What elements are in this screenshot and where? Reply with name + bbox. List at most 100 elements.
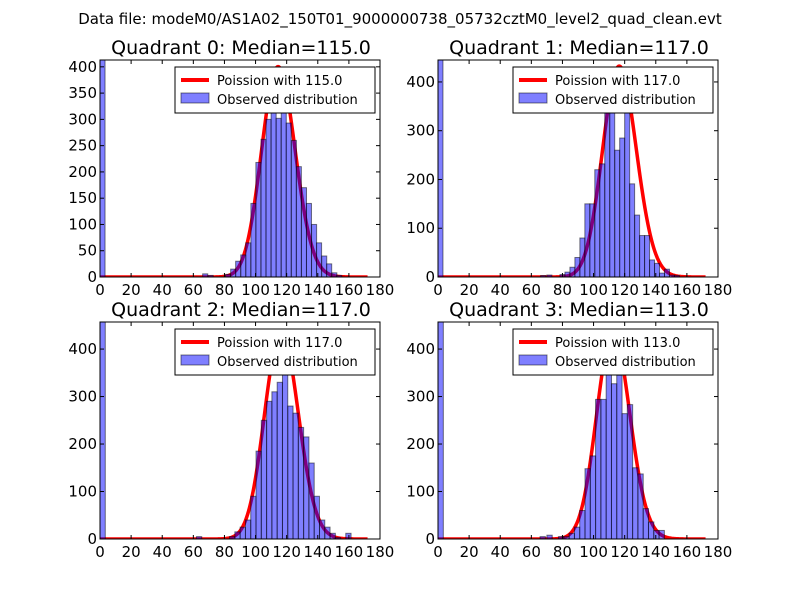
histogram-bar bbox=[634, 214, 641, 277]
y-tick-label: 100 bbox=[406, 483, 435, 501]
histogram-bar bbox=[642, 508, 650, 539]
histogram-bar bbox=[595, 398, 602, 539]
histogram-bar bbox=[271, 391, 278, 539]
x-tick-label: 120 bbox=[272, 543, 301, 561]
histogram-bar bbox=[584, 203, 591, 277]
histogram-bar bbox=[265, 118, 272, 277]
y-tick-label: 350 bbox=[68, 84, 97, 102]
x-tick-label: 60 bbox=[184, 281, 203, 299]
y-tick-label: 200 bbox=[406, 435, 435, 453]
histogram-bar bbox=[326, 263, 333, 277]
histogram-bar bbox=[270, 109, 277, 277]
histogram-bar bbox=[589, 203, 596, 277]
histogram-bar bbox=[579, 510, 586, 539]
axes-frame bbox=[99, 321, 381, 540]
x-tick-label: 80 bbox=[215, 543, 234, 561]
histogram-bar bbox=[235, 260, 242, 277]
y-tick-label: 300 bbox=[406, 122, 435, 140]
histogram-bar bbox=[329, 532, 336, 539]
subplot-quadrant-3: 0 20 40 60 80 100 120 140 160 1800100200300400Qua… bbox=[406, 299, 732, 561]
histogram-bar bbox=[610, 383, 618, 539]
histogram-bar bbox=[303, 436, 310, 539]
histogram-bar bbox=[334, 537, 342, 539]
x-tick-label: 40 bbox=[153, 543, 172, 561]
y-tick-label: 300 bbox=[68, 388, 97, 406]
y-tick-label: 100 bbox=[68, 483, 97, 501]
x-tick-label: 140 bbox=[303, 543, 332, 561]
y-tick-label: 100 bbox=[68, 215, 97, 233]
x-tick-label: 100 bbox=[579, 543, 608, 561]
x-tick-label: 20 bbox=[460, 543, 479, 561]
histogram-bar bbox=[653, 529, 660, 539]
histogram-bar bbox=[619, 137, 626, 277]
x-tick-label: 80 bbox=[553, 281, 572, 299]
histogram-bar bbox=[255, 161, 262, 277]
axes-frame bbox=[99, 59, 381, 278]
y-tick-label: 0 bbox=[425, 268, 435, 286]
histogram-bar bbox=[568, 532, 575, 539]
subplot-quadrant-0: 0 20 40 60 80 100 120 140 160 1800501001502002503… bbox=[68, 37, 395, 299]
legend-box bbox=[512, 66, 714, 114]
histogram-bar bbox=[599, 163, 606, 277]
histogram-bar bbox=[659, 272, 665, 277]
histogram-bar bbox=[292, 412, 299, 539]
x-tick-label: 0 bbox=[95, 543, 105, 561]
x-tick-label: 120 bbox=[610, 543, 639, 561]
x-tick-label: 120 bbox=[272, 281, 301, 299]
axes-frame bbox=[437, 59, 719, 278]
histogram-bar bbox=[250, 202, 257, 277]
legend-label-poisson: Poission with 117.0 bbox=[555, 74, 680, 89]
histogram-bar bbox=[564, 271, 571, 277]
subplot-title: Quadrant 1: Median=117.0 bbox=[449, 37, 709, 59]
histogram-bar bbox=[614, 149, 621, 277]
histogram-bar bbox=[318, 519, 326, 539]
histogram-bar bbox=[285, 122, 292, 277]
y-tick-label: 50 bbox=[78, 242, 97, 260]
y-tick-label: 300 bbox=[406, 388, 435, 406]
histogram-bar bbox=[240, 254, 247, 277]
histogram-bar bbox=[275, 117, 282, 277]
axes-frame bbox=[437, 321, 719, 540]
x-tick-label: 180 bbox=[366, 281, 395, 299]
x-tick-label: 20 bbox=[122, 543, 141, 561]
y-tick-label: 300 bbox=[68, 110, 97, 128]
x-tick-label: 160 bbox=[673, 543, 702, 561]
histogram-bar bbox=[594, 169, 601, 277]
histogram-bar bbox=[260, 138, 267, 277]
histogram-bar bbox=[624, 109, 631, 277]
histogram-bar bbox=[316, 242, 323, 277]
x-tick-label: 180 bbox=[704, 543, 733, 561]
x-tick-label: 180 bbox=[366, 543, 395, 561]
x-tick-label: 20 bbox=[122, 281, 141, 299]
histogram-bar bbox=[658, 529, 665, 539]
subplot-quadrant-2: 0 20 40 60 80 100 120 140 160 1800100200300400Qua… bbox=[68, 299, 394, 561]
subplot-title: Quadrant 2: Median=117.0 bbox=[111, 299, 371, 321]
histogram-bar bbox=[639, 235, 646, 277]
histogram-bar bbox=[324, 526, 331, 539]
histogram-bar bbox=[609, 109, 616, 277]
y-tick-label: 150 bbox=[68, 189, 97, 207]
histogram-bar bbox=[621, 413, 628, 539]
x-tick-label: 100 bbox=[241, 281, 270, 299]
y-tick-label: 200 bbox=[68, 435, 97, 453]
legend-label-observed: Observed distribution bbox=[555, 93, 696, 108]
x-tick-label: 140 bbox=[303, 281, 332, 299]
histogram-bar bbox=[239, 526, 246, 539]
x-tick-label: 40 bbox=[491, 543, 510, 561]
x-tick-label: 180 bbox=[704, 281, 733, 299]
histogram-bar bbox=[287, 405, 294, 539]
y-tick-label: 200 bbox=[68, 163, 97, 181]
legend: Poission with 117.0 Observed distribution bbox=[512, 66, 714, 114]
legend-bar-swatch bbox=[180, 354, 210, 366]
histogram-bar bbox=[546, 274, 553, 277]
histogram-bar bbox=[644, 235, 651, 277]
histogram-bar bbox=[321, 255, 328, 277]
y-tick-label: 100 bbox=[406, 219, 435, 237]
subplot-title: Quadrant 3: Median=113.0 bbox=[449, 299, 709, 321]
histogram-bar bbox=[589, 455, 597, 539]
legend: Poission with 117.0 Observed distribution bbox=[174, 328, 376, 376]
y-tick-label: 0 bbox=[87, 530, 97, 548]
histogram-bar bbox=[230, 268, 237, 277]
